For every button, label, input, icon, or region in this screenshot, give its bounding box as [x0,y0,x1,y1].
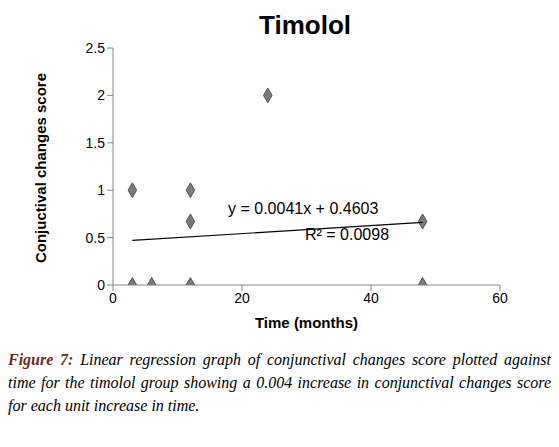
svg-text:1.5: 1.5 [86,135,106,151]
html-text:Linear regression graph of con: Linear regression graph of conjunctival … [8,351,551,414]
svg-text:0.5: 0.5 [86,230,106,246]
svg-text:60: 60 [492,290,508,306]
svg-text:0: 0 [97,277,105,293]
html-text:Conjuctival changes score: Conjuctival changes score [31,73,49,263]
html-text:Time (months): Time (months) [255,314,358,331]
html-text:y = 0.0041x + 0.4603: y = 0.0041x + 0.4603 [228,200,379,217]
svg-text:40: 40 [363,290,379,306]
svg-text:1: 1 [97,182,105,198]
html-text:Figure 7:: Figure 7: [8,351,74,368]
svg-text:0: 0 [109,290,117,306]
svg-text:2.5: 2.5 [86,40,106,56]
html-text:Timolol: Timolol [259,10,351,40]
svg-text:20: 20 [234,290,250,306]
svg-text:2: 2 [97,87,105,103]
html-text:R² = 0.0098: R² = 0.0098 [305,226,390,243]
